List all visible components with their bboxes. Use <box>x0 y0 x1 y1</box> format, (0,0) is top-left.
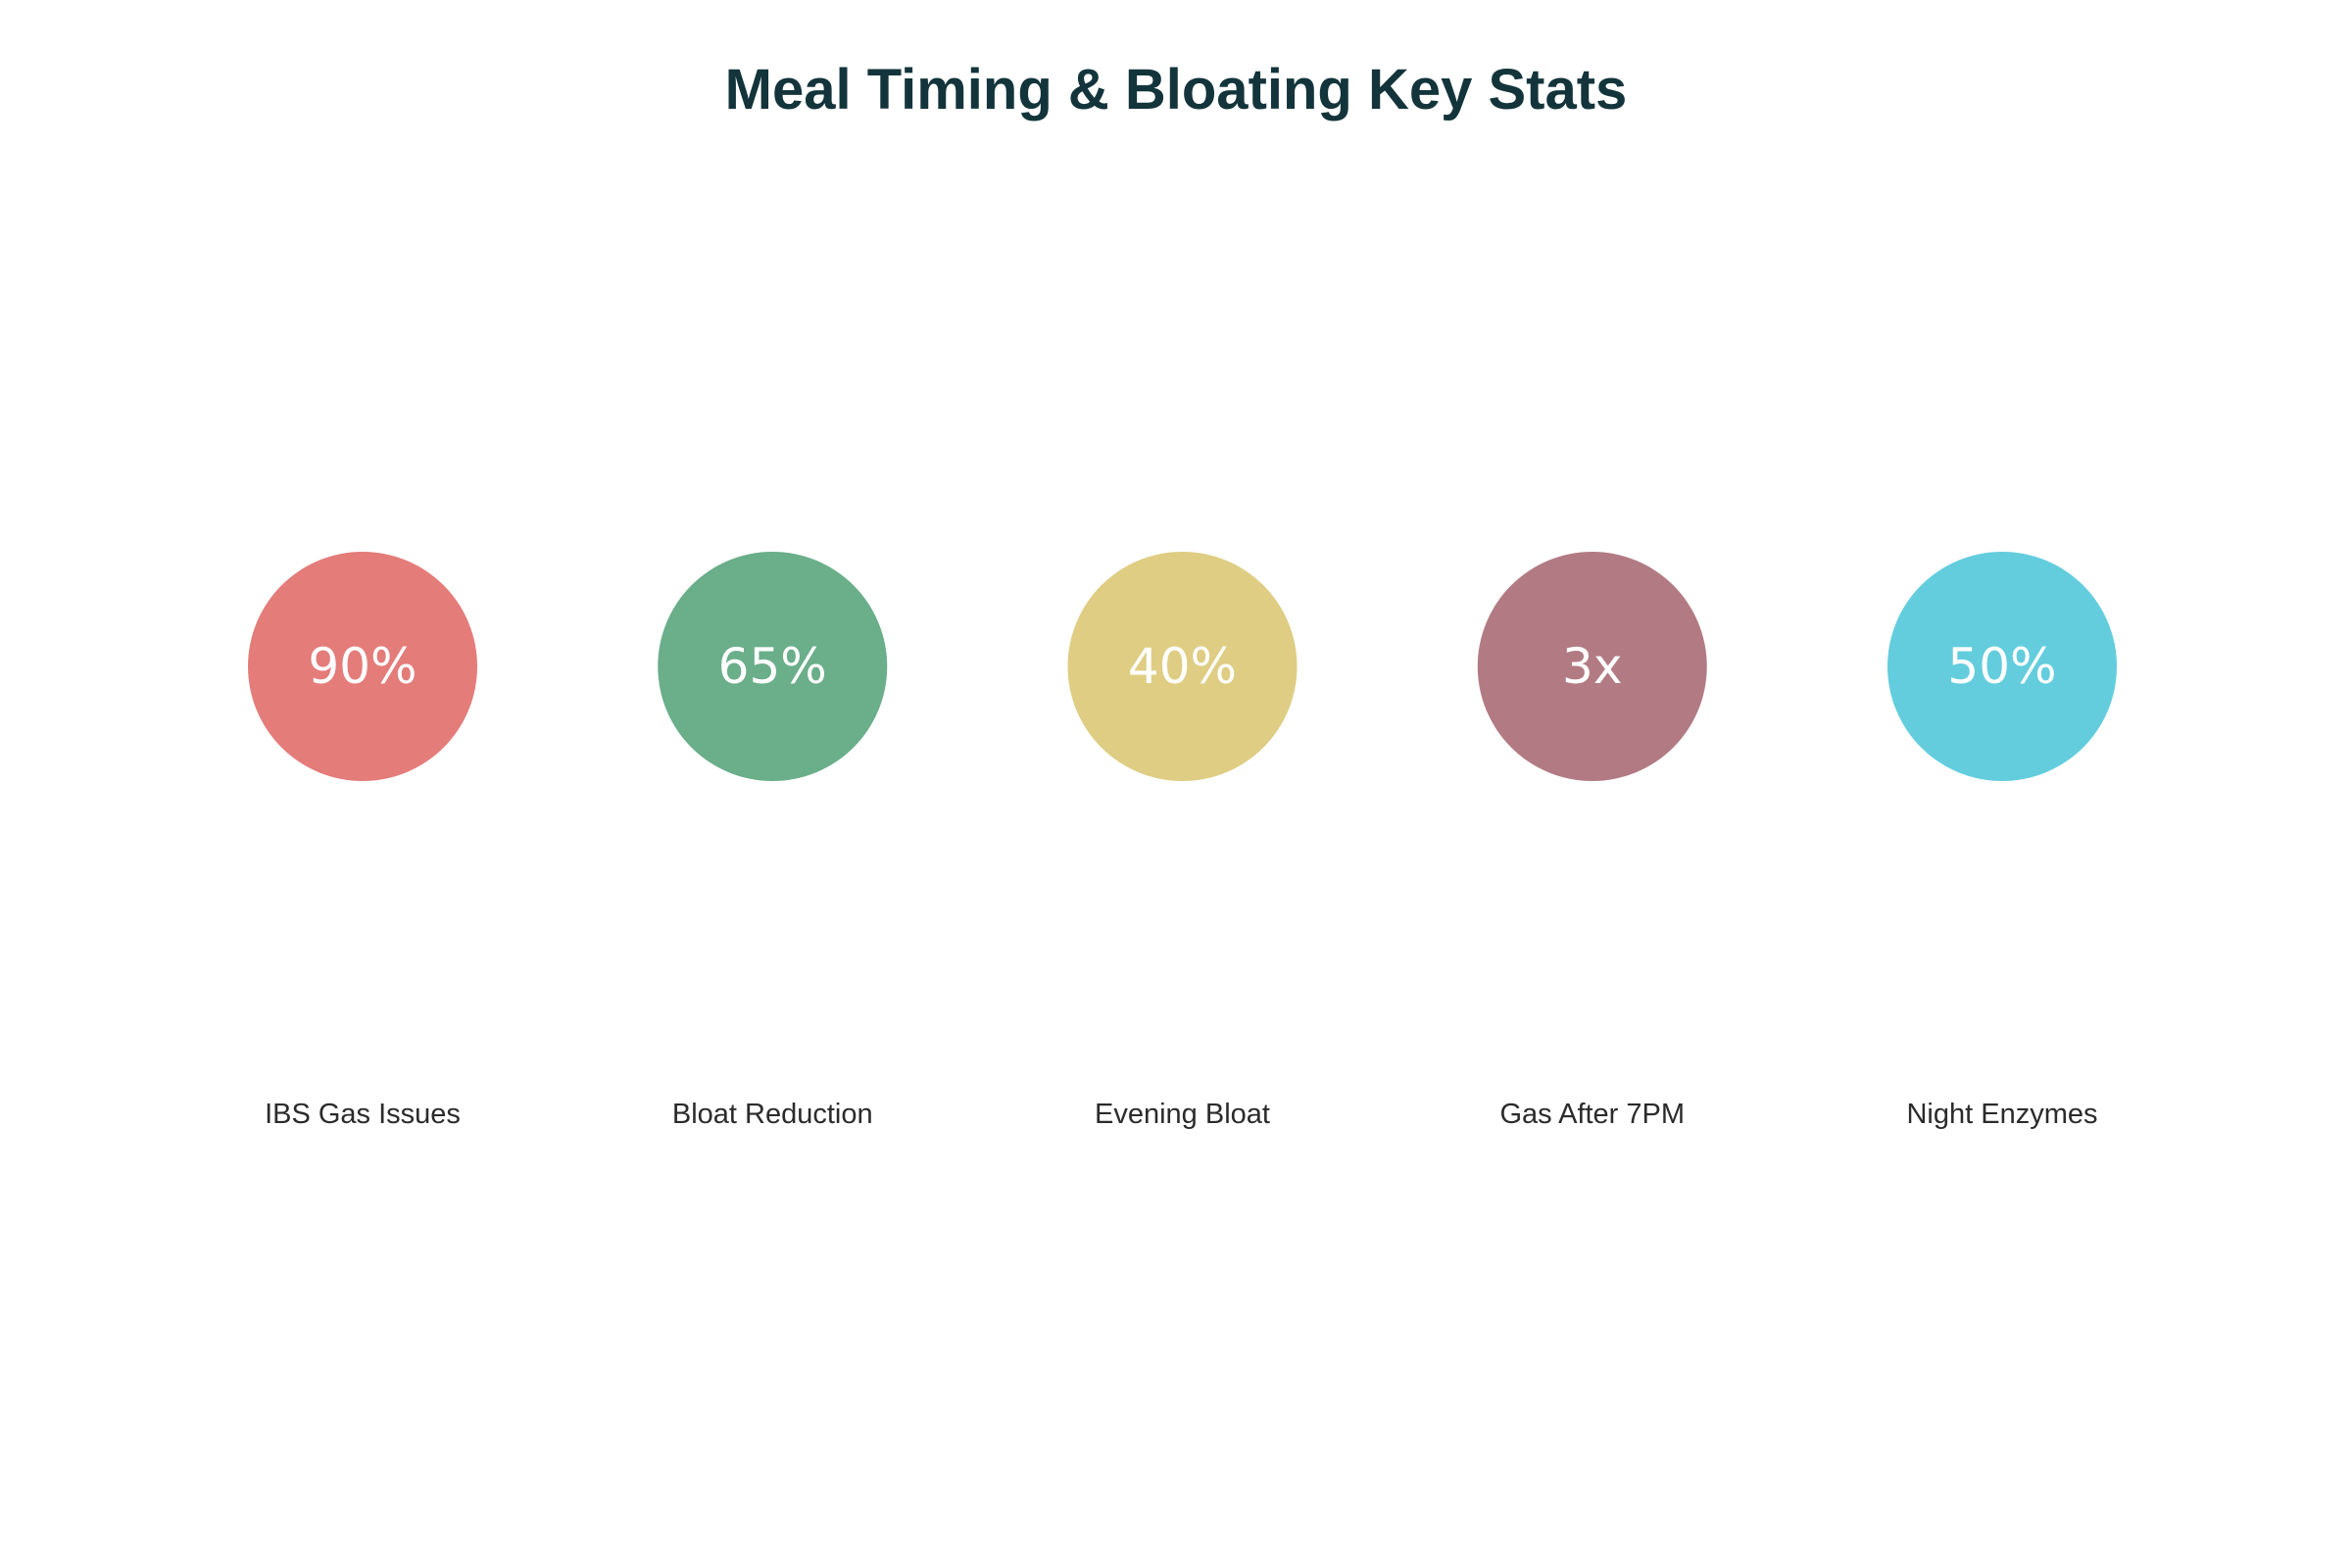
stat-value: 3x <box>1562 638 1622 695</box>
stat-bubble <box>1887 552 2117 781</box>
stat-label: Evening Bloat <box>1095 1099 1270 1130</box>
stat-label: Gas After 7PM <box>1499 1099 1685 1130</box>
stat-bubble <box>1067 552 1298 781</box>
stat-bubble <box>248 552 477 781</box>
stat-bubble <box>1477 552 1707 781</box>
stat-label: Night Enzymes <box>1906 1099 2097 1130</box>
stat-value: 65% <box>718 638 827 695</box>
stat-value: 50% <box>1947 638 2056 695</box>
stat-label: Bloat Reduction <box>672 1099 873 1130</box>
stat-value: 40% <box>1128 638 1237 695</box>
chart-title: Meal Timing & Bloating Key Stats <box>724 58 1628 122</box>
stat-value: 90% <box>308 638 416 695</box>
stat-label: IBS Gas Issues <box>265 1099 461 1130</box>
stat-bubble <box>658 552 888 781</box>
